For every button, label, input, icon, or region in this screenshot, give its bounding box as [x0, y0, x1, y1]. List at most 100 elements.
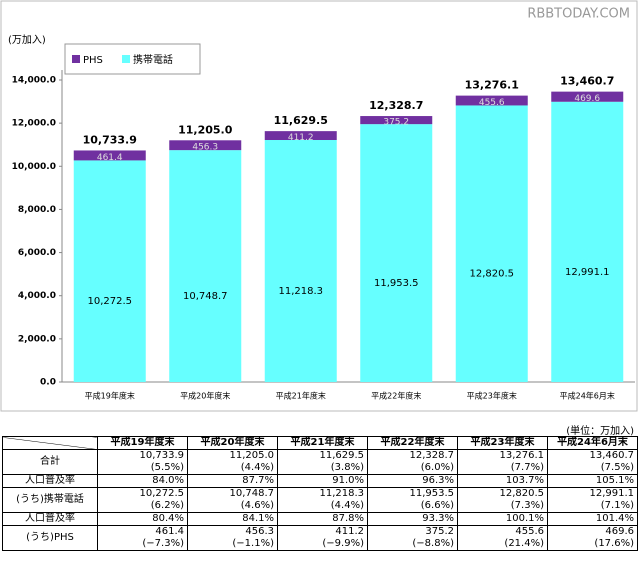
table-cell: 96.3%: [367, 474, 458, 488]
y-tick-label: 8,000.0: [18, 205, 56, 215]
cell-change: (6.0%): [420, 462, 454, 473]
bar-segment: [455, 105, 528, 383]
bar-segment: [264, 131, 337, 141]
table-cell: 100.1%: [457, 512, 548, 526]
table-cell: 10,748.7 (4.6%): [187, 487, 278, 513]
table-cell: 91.0%: [277, 474, 368, 488]
value-label: 461.4: [97, 153, 123, 163]
row-label: 人口普及率: [2, 474, 98, 488]
table-cell: 13,276.1 (7.7%): [457, 449, 548, 475]
cell-value: 80.4%: [152, 513, 184, 524]
cell-change: (4.4%): [240, 462, 274, 473]
chart: RBBTODAY.COM (万加入) 0.0 2,000.0 4,000.0 6,00…: [0, 0, 638, 412]
y-tick-label: 12,000.0: [12, 119, 56, 129]
table-cell: 101.4%: [547, 512, 638, 526]
y-tick-label: 10,000.0: [12, 162, 56, 172]
y-axis-label: (万加入): [8, 34, 46, 46]
total-label: 11,205.0: [178, 123, 233, 136]
cell-change: (−7.3%): [142, 538, 184, 549]
bar-segment: [360, 124, 433, 382]
cell-change: (−9.9%): [322, 538, 364, 549]
cell-value: 13,460.7: [589, 450, 634, 461]
y-tick-label: 2,000.0: [18, 334, 56, 344]
table-cell: 12,991.1 (7.1%): [547, 487, 638, 513]
y-tick-label: 4,000.0: [18, 291, 56, 301]
bar-segment: [169, 150, 242, 382]
cell-value: 103.7%: [505, 475, 544, 486]
cell-change: (3.8%): [330, 462, 364, 473]
cell-change: (7.1%): [600, 500, 634, 511]
value-label: 11,953.5: [374, 278, 419, 289]
total-label: 13,460.7: [560, 75, 614, 88]
bar-segment: [264, 140, 337, 382]
cell-change: (21.4%): [504, 538, 544, 549]
cell-value: 456.3: [245, 526, 274, 537]
cell-value: 455.6: [515, 526, 544, 537]
total-label: 10,733.9: [83, 133, 137, 146]
y-tick-label: 0.0: [40, 378, 56, 388]
x-tick-label: 平成24年6月末: [560, 391, 615, 401]
column-header: 平成19年度末: [97, 436, 188, 450]
cell-value: 105.1%: [595, 475, 634, 486]
value-label: 456.3: [192, 143, 218, 153]
cell-value: 12,991.1: [589, 488, 634, 499]
chart-frame: [0, 0, 638, 412]
value-label: 12,991.1: [565, 267, 610, 278]
cell-value: 461.4: [155, 526, 184, 537]
value-label: 10,748.7: [183, 291, 228, 302]
table-cell: 84.1%: [187, 512, 278, 526]
value-label: 11,218.3: [278, 286, 323, 297]
cell-value: 13,276.1: [499, 450, 544, 461]
table-cell: 11,205.0 (4.4%): [187, 449, 278, 475]
table-cell: 87.8%: [277, 512, 368, 526]
value-label: 12,820.5: [469, 269, 514, 280]
cell-value: 11,629.5: [319, 450, 364, 461]
watermark: RBBTODAY.COM: [527, 7, 630, 22]
cell-change: (6.6%): [420, 500, 454, 511]
legend-label: PHS: [83, 55, 103, 66]
row-label: 合計: [2, 449, 98, 475]
table-cell: 10,733.9 (5.5%): [97, 449, 188, 475]
table-cell: 12,328.7 (6.0%): [367, 449, 458, 475]
column-header: 平成21年度末: [277, 436, 368, 450]
value-label: 469.6: [574, 94, 600, 104]
cell-value: 11,205.0: [229, 450, 274, 461]
cell-value: 10,272.5: [139, 488, 184, 499]
bar-segment: [455, 95, 528, 106]
x-tick-label: 平成22年度末: [371, 391, 421, 401]
cell-value: 84.0%: [152, 475, 184, 486]
cell-value: 11,218.3: [319, 488, 364, 499]
cell-value: 11,953.5: [409, 488, 454, 499]
cell-change: (4.4%): [330, 500, 364, 511]
table-cell: 12,820.5 (7.3%): [457, 487, 548, 513]
cell-change: (−8.8%): [412, 538, 454, 549]
table-cell: 375.2 (−8.8%): [367, 525, 458, 551]
x-tick-label: 平成20年度末: [180, 391, 230, 401]
table-cell: 11,218.3 (4.4%): [277, 487, 368, 513]
unit-label: (単位：万加入): [566, 426, 634, 437]
cell-value: 93.3%: [422, 513, 454, 524]
table-cell: 80.4%: [97, 512, 188, 526]
legend-box: [64, 43, 201, 75]
table-cell: 456.3 (−1.1%): [187, 525, 278, 551]
cell-value: 87.8%: [332, 513, 364, 524]
cell-value: 411.2: [335, 526, 364, 537]
cell-value: 375.2: [425, 526, 454, 537]
table-cell: 461.4 (−7.3%): [97, 525, 188, 551]
column-header: 平成24年6月末: [547, 436, 638, 450]
legend-swatch: [122, 55, 130, 63]
x-tick-label: 平成19年度末: [85, 391, 135, 401]
row-label: (うち)携帯電話: [2, 487, 98, 513]
cell-value: 469.6: [605, 526, 634, 537]
table-cell: 103.7%: [457, 474, 548, 488]
table-cell: 13,460.7 (7.5%): [547, 449, 638, 475]
cell-change: (4.6%): [240, 500, 274, 511]
bar-segment: [551, 91, 624, 102]
cell-change: (7.5%): [600, 462, 634, 473]
cell-value: 12,328.7: [409, 450, 454, 461]
table-cell: 10,272.5 (6.2%): [97, 487, 188, 513]
column-header: 平成20年度末: [187, 436, 278, 450]
table-cell: 11,629.5 (3.8%): [277, 449, 368, 475]
table-cell: 93.3%: [367, 512, 458, 526]
